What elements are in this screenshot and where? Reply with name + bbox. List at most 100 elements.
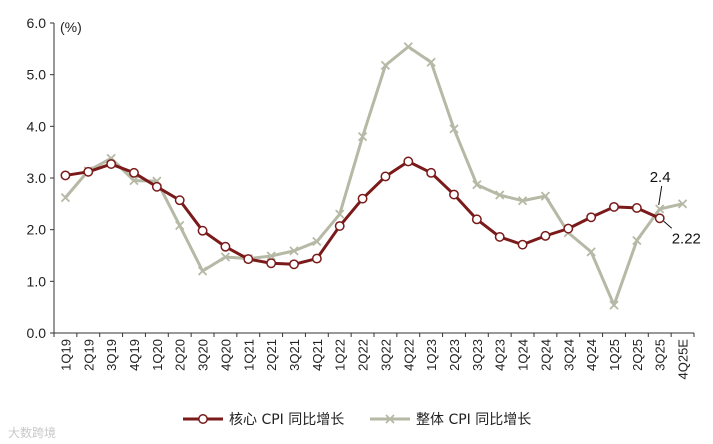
data-point-marker xyxy=(654,213,665,224)
data-point-marker xyxy=(472,180,482,190)
series-layer xyxy=(60,42,688,310)
data-point-marker xyxy=(175,220,185,231)
data-point-marker xyxy=(106,159,117,170)
y-tick-label: 5.0 xyxy=(27,67,47,83)
data-point-marker xyxy=(609,300,619,310)
data-point-marker xyxy=(449,124,459,134)
y-tick-label: 3.0 xyxy=(27,170,47,186)
legend-swatch-marker xyxy=(385,414,395,424)
x-tick-label: 1Q25 xyxy=(607,339,622,371)
x-tick-label: 2Q24 xyxy=(538,339,553,371)
data-point-marker xyxy=(266,258,277,269)
data-point-marker xyxy=(517,196,528,206)
data-point-marker xyxy=(289,259,299,270)
data-point-marker xyxy=(335,209,345,219)
data-point-marker xyxy=(540,191,551,201)
data-point-marker xyxy=(609,201,619,212)
data-point-marker xyxy=(563,223,574,234)
data-point-marker xyxy=(631,203,642,213)
x-tick-label: 2Q22 xyxy=(356,339,371,371)
y-tick-label: 0.0 xyxy=(27,325,47,341)
y-tick-label: 4.0 xyxy=(27,118,47,134)
x-tick-label: 4Q19 xyxy=(127,339,142,371)
legend: 核心 CPI 同比增长 整体 CPI 同比增长 xyxy=(183,412,531,428)
data-point-marker xyxy=(243,254,254,265)
x-tick-label: 1Q21 xyxy=(241,339,256,371)
data-point-marker xyxy=(174,195,185,206)
data-point-marker xyxy=(289,246,299,256)
annotation-label: 2.4 xyxy=(650,169,671,186)
x-tick-label: 1Q23 xyxy=(424,339,439,371)
data-point-marker xyxy=(312,236,322,247)
x-tick-label: 4Q21 xyxy=(310,339,325,371)
legend-label: 核心 CPI 同比增长 xyxy=(229,412,344,428)
data-point-marker xyxy=(266,251,276,261)
annotation-leader xyxy=(658,185,663,206)
data-point-marker xyxy=(677,199,688,209)
data-point-marker xyxy=(129,167,139,178)
data-point-marker xyxy=(471,214,482,225)
data-point-marker xyxy=(60,170,71,181)
x-tick-label: 2Q21 xyxy=(264,339,279,371)
annotation-label: 2.22 xyxy=(672,230,701,247)
data-point-marker xyxy=(426,57,436,67)
x-tick-label: 4Q24 xyxy=(584,339,599,371)
data-point-marker xyxy=(197,266,208,276)
data-point-marker xyxy=(655,204,665,214)
data-point-marker xyxy=(357,193,368,204)
data-point-marker xyxy=(220,252,231,262)
data-point-marker xyxy=(220,241,231,252)
series-line-0 xyxy=(65,159,661,266)
data-point-marker xyxy=(494,231,505,242)
data-point-marker xyxy=(380,60,391,71)
data-point-marker xyxy=(517,239,528,250)
data-point-marker xyxy=(403,156,414,167)
x-tick-label: 3Q19 xyxy=(104,339,119,371)
legend-label: 整体 CPI 同比增长 xyxy=(416,412,531,428)
data-point-marker xyxy=(311,253,322,264)
data-point-marker xyxy=(586,247,596,257)
watermark-text: 大数跨境 xyxy=(8,425,56,440)
data-point-marker xyxy=(632,235,642,246)
x-tick-label: 3Q24 xyxy=(561,339,576,371)
data-point-marker xyxy=(540,230,551,241)
x-tick-label: 3Q21 xyxy=(287,339,302,371)
annotation-leader xyxy=(663,220,673,229)
x-tick-label: 3Q20 xyxy=(196,339,211,371)
data-point-marker xyxy=(60,192,71,203)
data-point-marker xyxy=(449,189,459,200)
x-tick-label: 2Q20 xyxy=(173,339,188,371)
data-point-marker xyxy=(357,132,368,142)
axes: 0.0 1.0 2.0 3.0 4.0 5.0 6.0 (%) 1Q19 2Q19 3Q19 4Q19… xyxy=(27,15,695,380)
x-tick-label: 3Q25 xyxy=(653,339,668,371)
x-tick-label: 3Q22 xyxy=(378,339,393,371)
x-tick-label: 4Q23 xyxy=(493,339,508,371)
x-tick-label: 1Q24 xyxy=(516,339,531,371)
data-point-marker xyxy=(151,181,162,192)
data-point-marker xyxy=(586,212,597,223)
y-tick-label: 1.0 xyxy=(27,273,47,289)
x-tick-label: 4Q22 xyxy=(401,339,416,371)
x-tick-label: 2Q19 xyxy=(81,339,96,371)
series-line-1 xyxy=(64,45,683,307)
data-point-marker xyxy=(129,175,139,186)
y-tick-label: 2.0 xyxy=(27,222,47,238)
annotation-layer: 2.4 2.22 xyxy=(650,169,701,247)
data-point-marker xyxy=(83,166,94,177)
x-tick-label: 3Q23 xyxy=(470,339,485,371)
x-tick-label: 1Q22 xyxy=(333,339,348,371)
data-point-marker xyxy=(334,221,345,232)
data-point-marker xyxy=(380,171,391,182)
x-tick-label: 4Q20 xyxy=(218,339,233,371)
x-tick-label: 2Q23 xyxy=(447,339,462,371)
data-point-marker xyxy=(495,190,505,200)
data-point-marker xyxy=(403,42,413,52)
x-tick-label: 1Q20 xyxy=(150,339,165,371)
data-point-marker xyxy=(197,225,208,236)
data-point-marker xyxy=(426,167,437,178)
x-tick-label: 2Q25 xyxy=(630,339,645,371)
x-tick-label: 4Q25E xyxy=(676,339,691,380)
legend-swatch-marker xyxy=(198,414,208,424)
y-tick-label: 6.0 xyxy=(27,15,47,31)
